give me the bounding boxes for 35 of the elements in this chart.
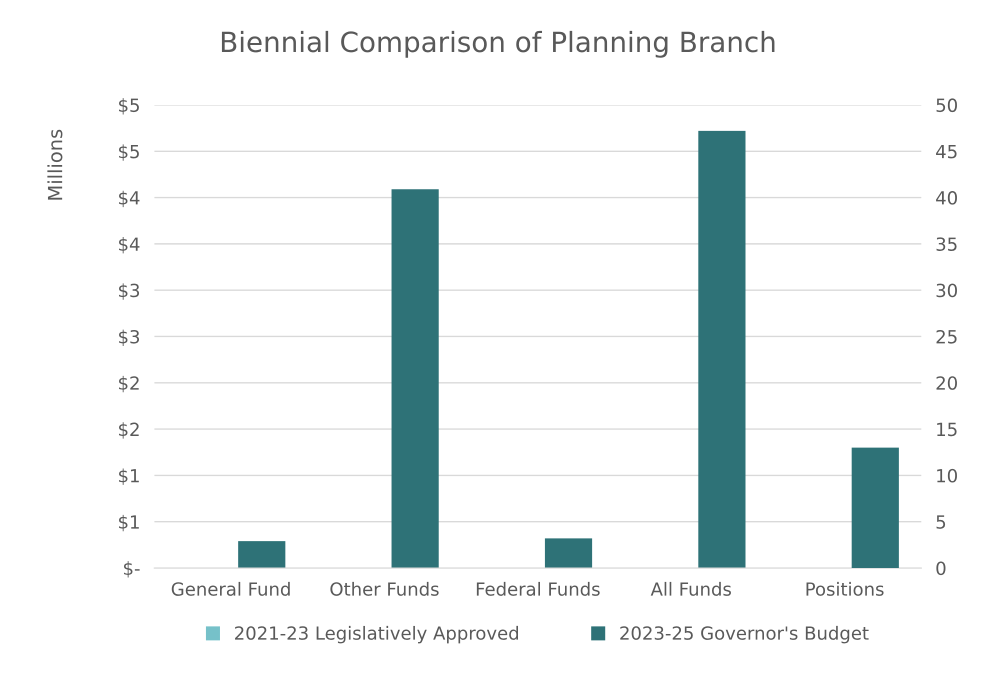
- x-tick-label: Other Funds: [330, 582, 439, 596]
- y-tick-label: $2: [119, 422, 139, 439]
- bar: [698, 130, 746, 568]
- y-tick-label: $3: [119, 330, 140, 346]
- bar: [392, 189, 439, 568]
- y-tick-label: $4: [119, 190, 140, 208]
- legend-label: 2023-25 Governor's Budget: [620, 626, 869, 644]
- x-tick-label: General Fund: [172, 582, 290, 596]
- y-tick-label: $3: [119, 283, 140, 300]
- chart-title: Biennial Comparison of Planning Branch: [222, 30, 774, 58]
- y2-tick-label: 45: [936, 144, 957, 158]
- bar: [238, 541, 286, 568]
- y2-tick-label: 35: [936, 237, 957, 251]
- y2-tick-label: 25: [936, 330, 957, 344]
- legend-label: 2021-23 Legislatively Approved: [235, 626, 518, 644]
- y-tick-label: $5: [119, 144, 139, 161]
- bar: [544, 538, 592, 568]
- x-tick-label: Federal Funds: [476, 582, 600, 596]
- y-tick-label: $2: [119, 376, 139, 392]
- y-tick-label: $5: [119, 98, 139, 114]
- y2-tick-label: 30: [936, 284, 957, 298]
- y-tick-label: $-: [124, 561, 140, 578]
- y2-tick-label: 50: [936, 98, 957, 112]
- y2-tick-label: 20: [936, 376, 957, 390]
- y2-tick-label: 5: [936, 515, 946, 529]
- y2-tick-label: 40: [936, 191, 957, 205]
- y2-tick-label: 15: [937, 422, 957, 436]
- y-tick-label: $1: [119, 514, 139, 532]
- y-tick-label: $1: [119, 468, 139, 485]
- y2-tick-label: 0: [936, 561, 946, 576]
- y-tick-label: $4: [119, 237, 140, 254]
- x-tick-label: All Funds: [650, 582, 731, 596]
- x-tick-label: Positions: [806, 582, 884, 596]
- y2-tick-label: 10: [937, 468, 957, 483]
- y-axis-title: Millions: [47, 130, 62, 200]
